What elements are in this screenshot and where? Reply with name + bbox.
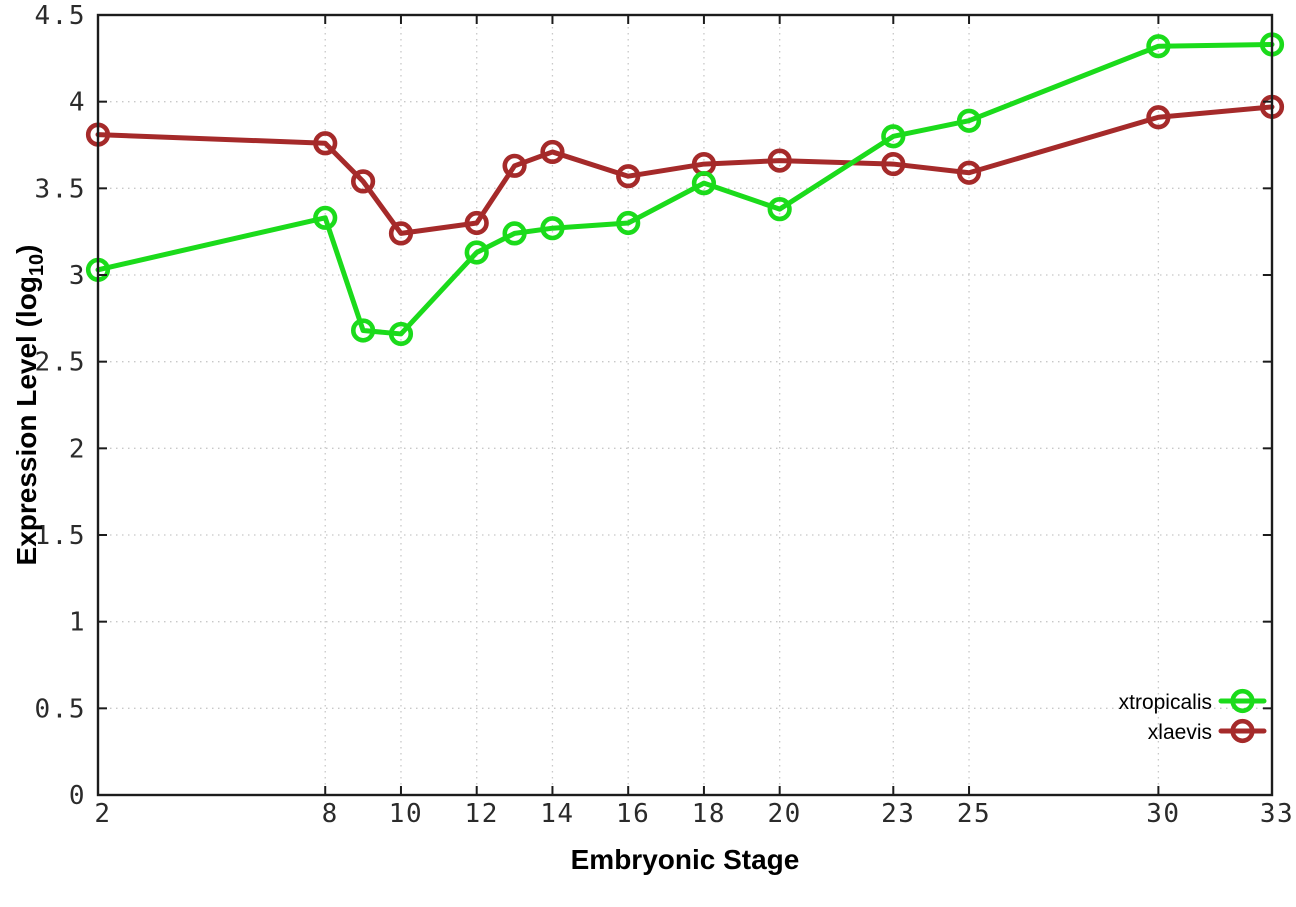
data-point-xtropicalis-stage-13 xyxy=(502,221,527,246)
series-layer xyxy=(85,32,1285,347)
y-tick-label: 3 xyxy=(69,261,86,291)
y-axis-title-subscript: 10 xyxy=(26,254,48,276)
series-xtropicalis xyxy=(85,32,1285,347)
data-point-xlaevis-stage-16 xyxy=(616,164,641,189)
data-point-xtropicalis-stage-30 xyxy=(1146,34,1171,59)
data-point-xtropicalis-stage-20 xyxy=(767,197,792,222)
data-point-xlaevis-stage-20 xyxy=(767,148,792,173)
data-point-xlaevis-stage-12 xyxy=(464,210,489,236)
legend-label-xlaevis: xlaevis xyxy=(1148,721,1212,744)
legend-label-xtropicalis: xtropicalis xyxy=(1119,691,1212,714)
x-tick-label: 12 xyxy=(465,799,499,829)
data-point-xtropicalis-stage-9 xyxy=(350,318,376,343)
series-xlaevis xyxy=(85,94,1285,246)
x-tick-label: 8 xyxy=(322,799,339,829)
data-point-xtropicalis-stage-23 xyxy=(881,124,906,149)
y-tick-label: 3.5 xyxy=(35,174,86,204)
x-axis-title: Embryonic Stage xyxy=(571,844,800,875)
data-point-xlaevis-stage-25 xyxy=(956,160,982,185)
y-tick-label: 1.5 xyxy=(35,521,86,551)
data-point-xlaevis-stage-13 xyxy=(502,153,527,178)
y-tick-label: 2.5 xyxy=(35,348,86,378)
data-point-xlaevis-stage-14 xyxy=(540,139,565,165)
data-point-xlaevis-stage-8 xyxy=(313,131,338,156)
x-tick-label: 18 xyxy=(692,799,726,829)
grid-layer xyxy=(97,14,1273,796)
series-line-xlaevis xyxy=(95,104,1275,236)
data-point-xlaevis-stage-30 xyxy=(1146,105,1171,130)
data-point-xtropicalis-stage-18 xyxy=(691,171,717,196)
y-tick-label: 1 xyxy=(69,608,86,638)
data-point-xlaevis-stage-9 xyxy=(350,169,376,194)
y-tick-label: 0.5 xyxy=(35,694,86,724)
x-tick-label: 33 xyxy=(1260,799,1294,829)
legend-marker-xtropicalis xyxy=(1230,688,1255,714)
x-tick-label: 14 xyxy=(540,799,574,829)
plot-border xyxy=(96,13,1274,797)
y-axis-title-text: Expression Level (log xyxy=(11,276,42,565)
legend: xtropicalis xlaevis xyxy=(1119,688,1267,744)
axes-layer: 2 8 10 12 14 16 18 20 23 25 30 33 0 0.5 1 1.5 2 2.5 3 3.5 4 4… xyxy=(35,1,1294,829)
x-tick-label: 2 xyxy=(94,799,111,829)
legend-marker-xlaevis xyxy=(1230,718,1255,744)
legend-entry-xlaevis: xlaevis xyxy=(1148,718,1267,744)
x-tick-label: 20 xyxy=(768,799,802,829)
legend-entry-xtropicalis: xtropicalis xyxy=(1119,688,1267,714)
data-point-xtropicalis-stage-12 xyxy=(464,240,489,265)
y-tick-label: 2 xyxy=(69,434,86,464)
y-axis-title: Expression Level (log10) xyxy=(11,245,48,566)
x-tick-label: 16 xyxy=(616,799,650,829)
data-point-xlaevis-stage-23 xyxy=(881,151,906,177)
data-point-xtropicalis-stage-8 xyxy=(313,205,338,230)
x-tick-label: 23 xyxy=(881,799,915,829)
data-point-xtropicalis-stage-16 xyxy=(616,210,641,236)
x-tick-label: 25 xyxy=(957,799,991,829)
data-point-xlaevis-stage-10 xyxy=(388,221,414,246)
y-axis-title-close: ) xyxy=(11,245,42,254)
y-tick-label: 4 xyxy=(69,88,86,118)
x-tick-label: 10 xyxy=(389,799,423,829)
y-tick-label: 0 xyxy=(69,781,86,811)
series-line-xtropicalis xyxy=(95,41,1275,337)
data-point-xtropicalis-stage-14 xyxy=(540,216,565,241)
data-point-xtropicalis-stage-25 xyxy=(956,108,982,133)
y-tick-label: 4.5 xyxy=(35,1,86,31)
x-tick-label: 30 xyxy=(1146,799,1180,829)
data-point-xtropicalis-stage-10 xyxy=(388,321,414,347)
